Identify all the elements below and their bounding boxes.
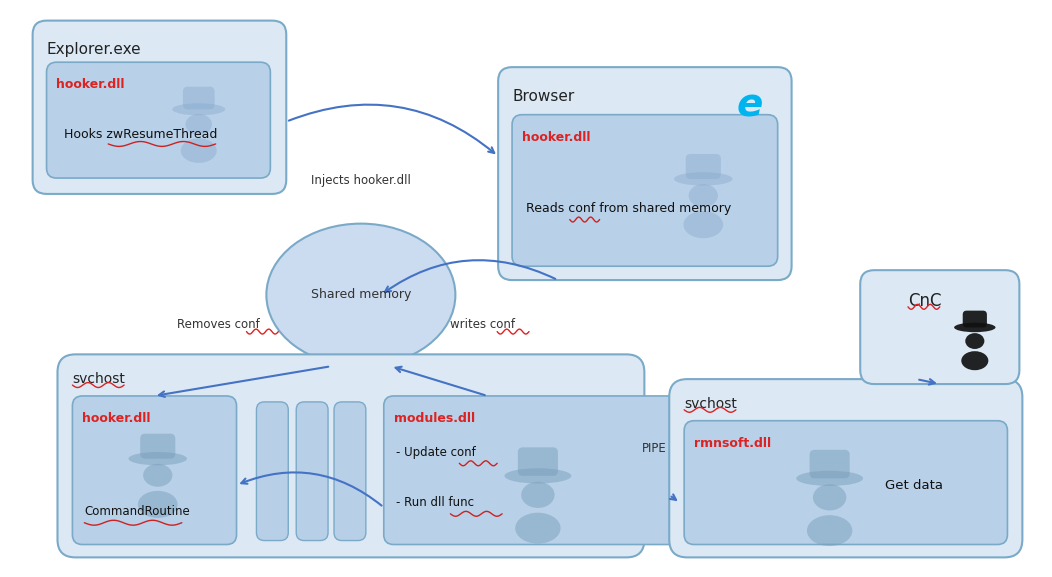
FancyBboxPatch shape [861,270,1019,384]
FancyBboxPatch shape [73,396,237,545]
Text: Hooks zwResumeThread: Hooks zwResumeThread [64,128,218,141]
Text: Reads conf from shared memory: Reads conf from shared memory [526,202,731,215]
Ellipse shape [674,173,732,186]
Text: svchost: svchost [684,397,737,411]
Text: PIPE: PIPE [642,442,666,455]
Ellipse shape [128,452,187,465]
Text: e: e [736,87,764,125]
Ellipse shape [515,513,561,544]
Text: Removes conf: Removes conf [177,318,260,331]
Text: - Run dll func: - Run dll func [396,496,473,509]
Ellipse shape [266,224,456,366]
FancyBboxPatch shape [499,67,791,280]
FancyBboxPatch shape [684,421,1008,545]
Ellipse shape [181,138,217,163]
Text: Browser: Browser [512,89,574,104]
Ellipse shape [966,333,985,349]
Text: rmnsoft.dll: rmnsoft.dll [694,437,771,449]
FancyBboxPatch shape [297,402,328,541]
Ellipse shape [954,323,995,332]
Ellipse shape [143,464,173,487]
FancyBboxPatch shape [669,379,1023,557]
FancyBboxPatch shape [58,354,645,557]
Text: Get data: Get data [885,478,943,492]
Text: - Update conf: - Update conf [396,446,476,459]
Ellipse shape [807,515,852,546]
Text: CommandRoutine: CommandRoutine [84,505,190,518]
FancyBboxPatch shape [963,310,987,327]
Ellipse shape [173,103,225,115]
FancyBboxPatch shape [140,434,176,459]
Ellipse shape [521,482,554,508]
Text: Injects hooker.dll: Injects hooker.dll [311,174,411,187]
Ellipse shape [185,114,211,134]
FancyBboxPatch shape [183,87,215,109]
FancyBboxPatch shape [33,21,286,194]
Text: modules.dll: modules.dll [393,412,474,425]
FancyBboxPatch shape [810,450,850,478]
Text: Shared memory: Shared memory [310,288,411,301]
Text: writes conf: writes conf [450,318,515,331]
Ellipse shape [505,469,571,484]
FancyBboxPatch shape [257,402,288,541]
FancyBboxPatch shape [686,154,721,179]
Ellipse shape [138,491,178,518]
FancyBboxPatch shape [518,447,558,476]
Text: Explorer.exe: Explorer.exe [46,42,141,57]
FancyBboxPatch shape [335,402,366,541]
Ellipse shape [689,184,717,207]
Text: CnC: CnC [908,292,942,310]
FancyBboxPatch shape [384,396,681,545]
Ellipse shape [796,471,863,486]
Text: hooker.dll: hooker.dll [522,130,590,144]
Ellipse shape [962,351,988,370]
Ellipse shape [684,211,723,238]
FancyBboxPatch shape [512,115,777,266]
Ellipse shape [813,484,847,511]
Text: hooker.dll: hooker.dll [57,78,125,91]
FancyBboxPatch shape [46,62,270,178]
Text: svchost: svchost [73,372,125,386]
Text: hooker.dll: hooker.dll [82,412,150,425]
